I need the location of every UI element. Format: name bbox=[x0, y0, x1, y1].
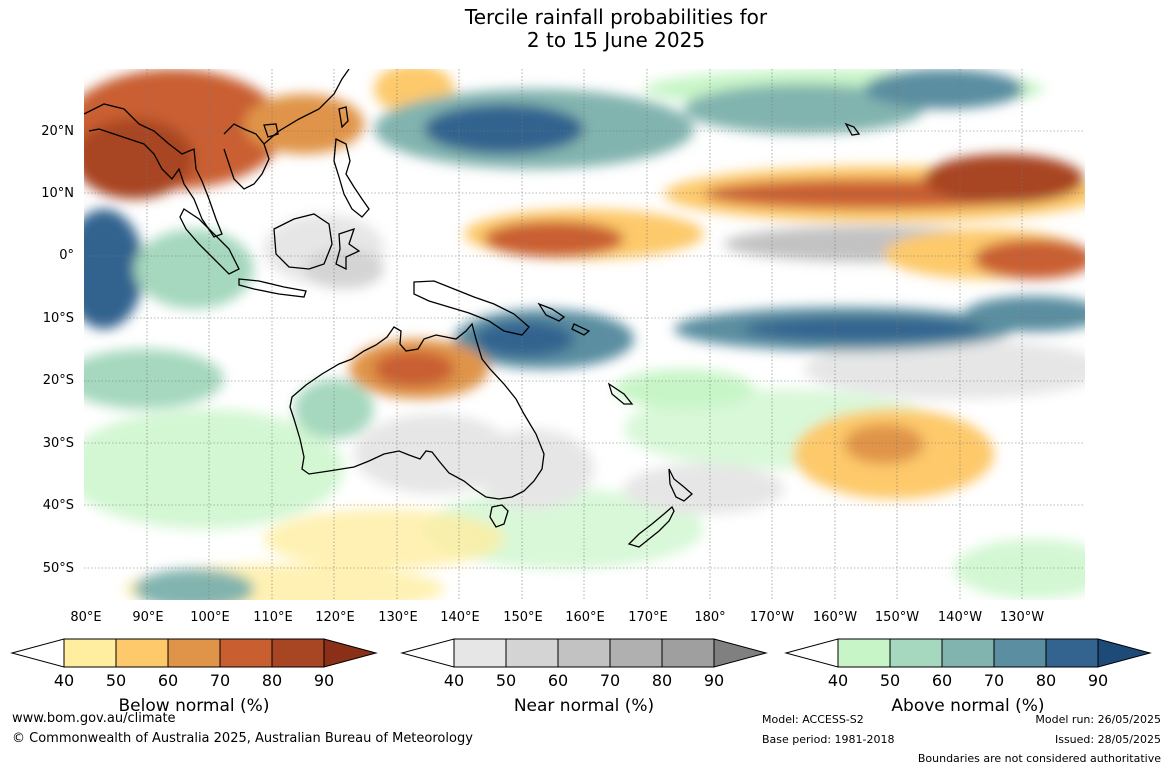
new-guinea-coast bbox=[413, 280, 530, 336]
lat-label: 20°S bbox=[42, 373, 74, 388]
borneo-coast bbox=[273, 213, 333, 270]
near-normal-colorbar bbox=[400, 638, 768, 668]
lon-label: 160°W bbox=[812, 610, 858, 625]
above-tick: 70 bbox=[983, 671, 1005, 690]
model-run-text: Model run: 26/05/2025 bbox=[1035, 713, 1161, 726]
lon-label: 100°E bbox=[190, 610, 230, 625]
lon-label: 130°W bbox=[999, 610, 1045, 625]
lat-label: 10°N bbox=[41, 186, 74, 201]
lon-label: 80°E bbox=[70, 610, 102, 625]
above-tick: 80 bbox=[1035, 671, 1057, 690]
java-coast bbox=[238, 278, 307, 298]
lon-label: 160°E bbox=[565, 610, 605, 625]
lat-label: 20°N bbox=[41, 124, 74, 139]
near-tick: 60 bbox=[547, 671, 569, 690]
above-tick: 60 bbox=[931, 671, 953, 690]
near-tick: 90 bbox=[703, 671, 725, 690]
below-tick: 60 bbox=[157, 671, 179, 690]
australia-coast bbox=[289, 322, 545, 500]
new-zealand-coast bbox=[627, 468, 693, 548]
lon-label: 150°E bbox=[503, 610, 543, 625]
lat-label: 30°S bbox=[42, 436, 74, 451]
near-normal-label: Near normal (%) bbox=[513, 696, 655, 716]
tasmania-coast bbox=[489, 504, 509, 528]
disclaimer-text: Boundaries are not considered authoritat… bbox=[917, 752, 1161, 765]
sulawesi-coast bbox=[335, 227, 361, 271]
lon-label: 180° bbox=[694, 610, 726, 625]
philippines-coast bbox=[333, 137, 370, 218]
asia-coast bbox=[84, 69, 350, 238]
below-normal-colorbar bbox=[10, 638, 378, 668]
copyright-text: © Commonwealth of Australia 2025, Austra… bbox=[12, 731, 473, 746]
lat-label: 0° bbox=[59, 248, 74, 263]
above-tick: 90 bbox=[1087, 671, 1109, 690]
lon-label: 170°W bbox=[749, 610, 795, 625]
lon-label: 150°W bbox=[874, 610, 920, 625]
hainan-coast bbox=[263, 123, 279, 138]
probability-field bbox=[84, 69, 1085, 600]
lat-label: 50°S bbox=[42, 561, 74, 576]
lon-label: 140°E bbox=[440, 610, 480, 625]
near-tick: 50 bbox=[495, 671, 517, 690]
hawaii-coast bbox=[844, 122, 861, 136]
chart-title-line2: 2 to 15 June 2025 bbox=[526, 28, 706, 52]
coastlines bbox=[84, 69, 861, 548]
below-tick: 90 bbox=[313, 671, 335, 690]
lon-label: 90°E bbox=[132, 610, 164, 625]
lon-label: 170°E bbox=[628, 610, 668, 625]
new-caledonia-coast bbox=[607, 382, 634, 405]
below-tick: 50 bbox=[105, 671, 127, 690]
below-tick: 70 bbox=[209, 671, 231, 690]
solomons-coast bbox=[537, 302, 591, 336]
above-normal-colorbar bbox=[784, 638, 1152, 668]
taiwan-coast bbox=[338, 106, 349, 129]
below-tick: 80 bbox=[261, 671, 283, 690]
below-tick: 40 bbox=[53, 671, 75, 690]
near-tick: 70 bbox=[599, 671, 621, 690]
lon-label: 110°E bbox=[253, 610, 293, 625]
lat-label: 10°S bbox=[42, 311, 74, 326]
above-tick: 50 bbox=[879, 671, 901, 690]
base-period-text: Base period: 1981-2018 bbox=[762, 733, 895, 746]
issued-text: Issued: 28/05/2025 bbox=[1054, 733, 1161, 746]
near-tick: 40 bbox=[443, 671, 465, 690]
above-normal-label: Above normal (%) bbox=[891, 696, 1045, 716]
website-link[interactable]: www.bom.gov.au/climate bbox=[12, 711, 176, 726]
lon-label: 120°E bbox=[315, 610, 355, 625]
graticule bbox=[84, 69, 1085, 600]
above-tick: 40 bbox=[827, 671, 849, 690]
lat-label: 40°S bbox=[42, 498, 74, 513]
near-tick: 80 bbox=[651, 671, 673, 690]
lon-label: 130°E bbox=[378, 610, 418, 625]
model-text: Model: ACCESS-S2 bbox=[762, 713, 864, 726]
chart-title-line1: Tercile rainfall probabilities for bbox=[464, 5, 768, 29]
below-normal-label: Below normal (%) bbox=[118, 696, 270, 716]
rainfall-probability-map bbox=[84, 69, 1085, 600]
lon-label: 140°W bbox=[937, 610, 983, 625]
